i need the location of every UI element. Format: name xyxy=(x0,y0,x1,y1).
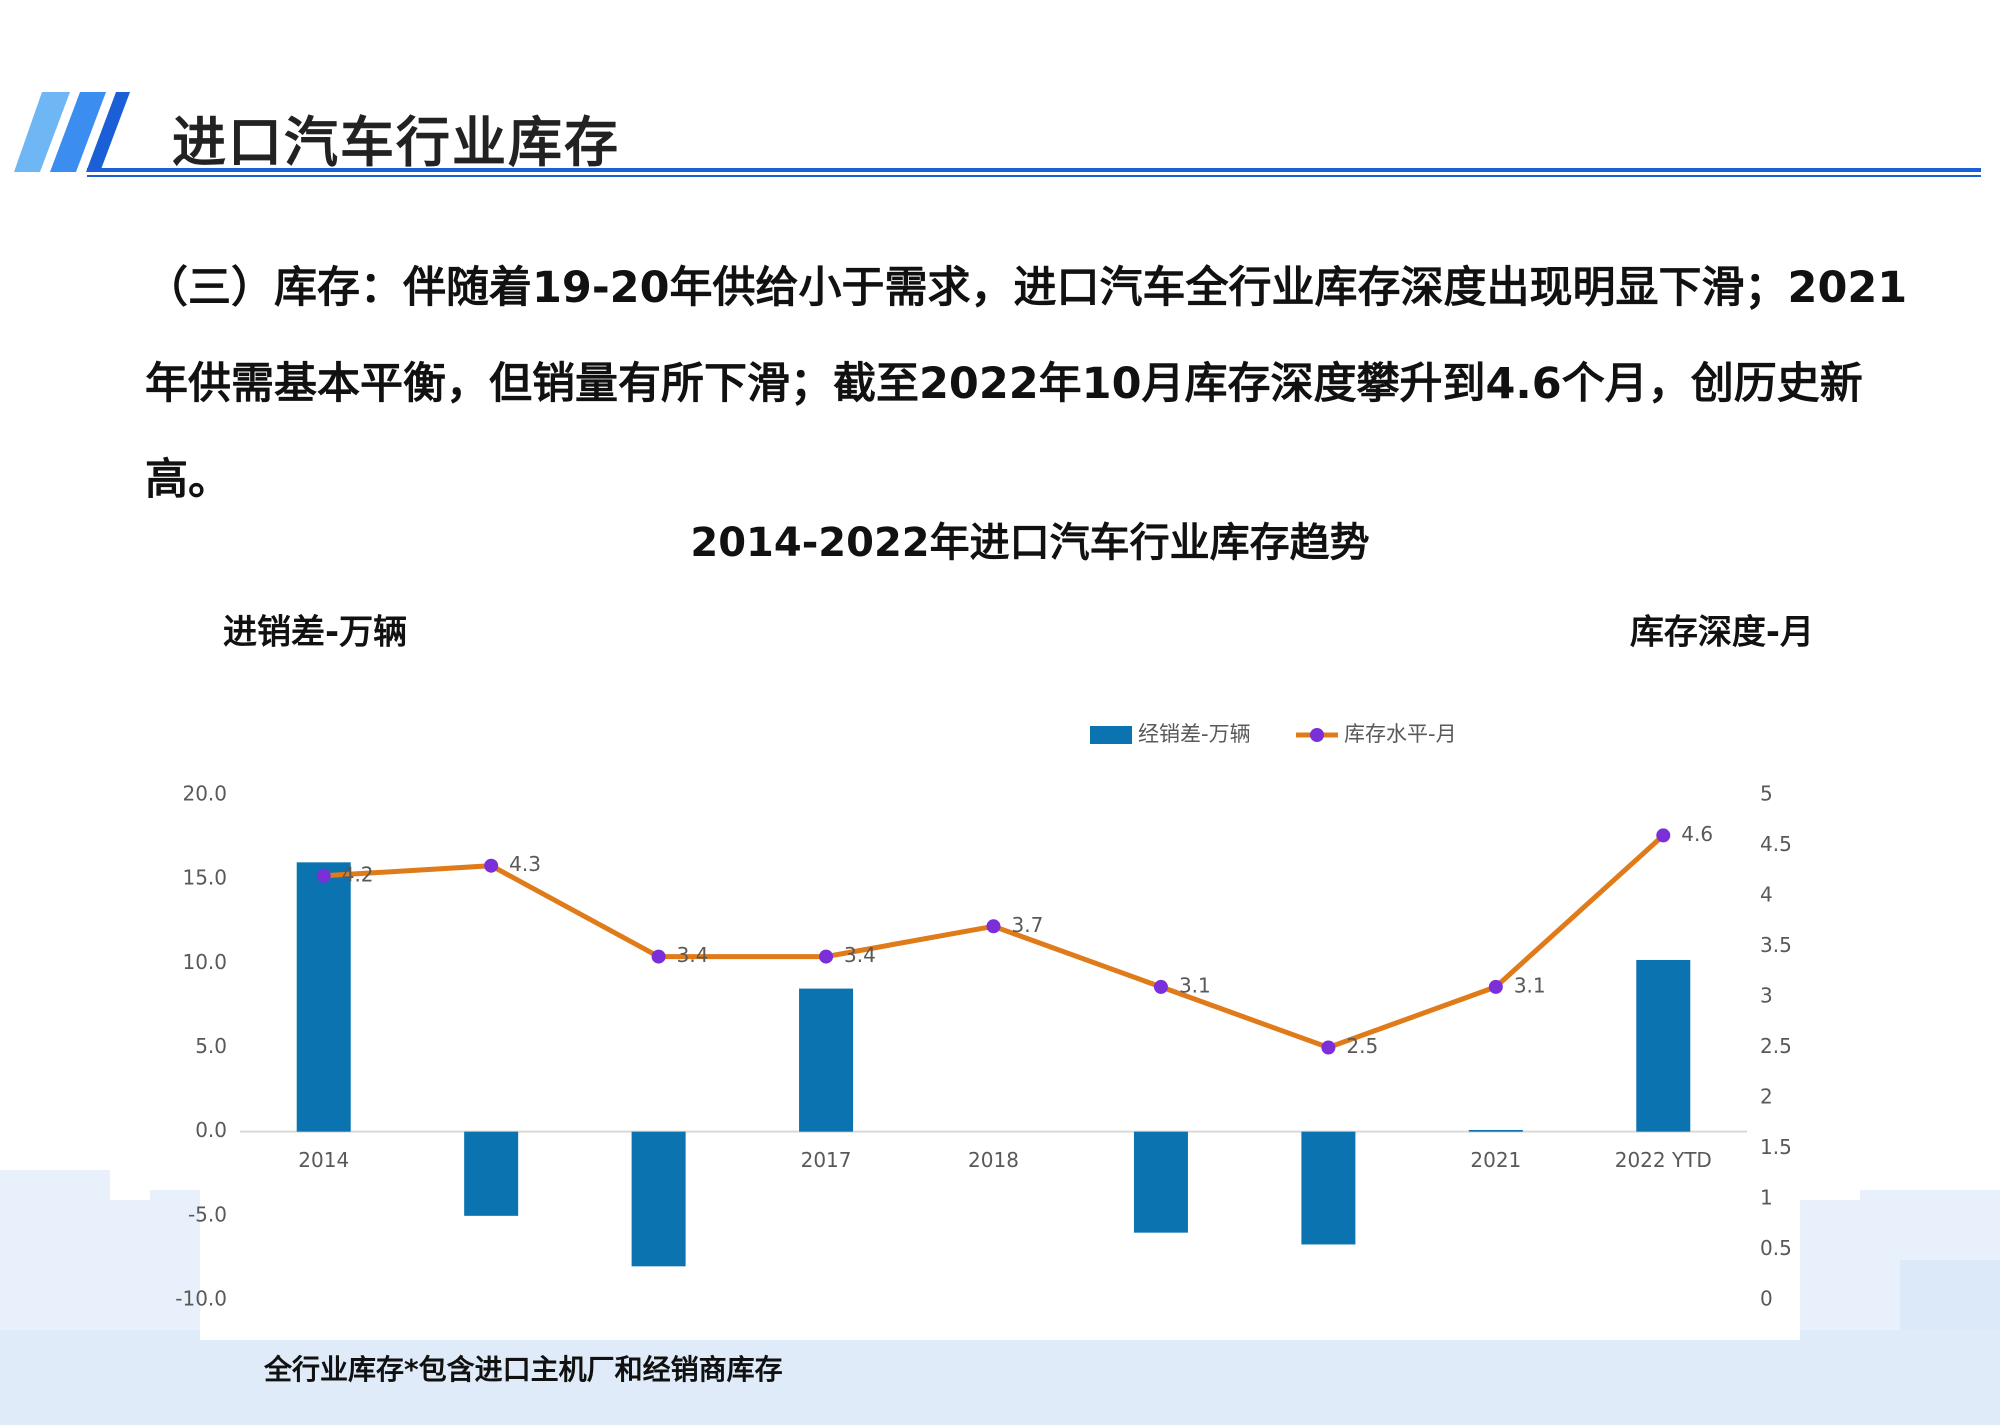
page-title: 进口汽车行业库存 xyxy=(172,111,620,174)
x-tick-label: 2014 xyxy=(298,1148,349,1172)
y2-tick-label: 3 xyxy=(1760,984,1773,1008)
marker xyxy=(651,949,666,964)
data-label: 3.1 xyxy=(1179,973,1211,997)
bar xyxy=(1301,1131,1356,1245)
bar xyxy=(799,988,854,1132)
bar xyxy=(464,1131,519,1216)
x-tick-label: 2022 YTD xyxy=(1615,1148,1712,1172)
marker xyxy=(1656,828,1671,843)
y2-tick-label: 0 xyxy=(1760,1287,1773,1311)
x-tick-label: 2021 xyxy=(1470,1148,1521,1172)
y-tick-label: -5.0 xyxy=(188,1202,227,1226)
y2-tick-label: 3.5 xyxy=(1760,933,1792,957)
y2-tick-label: 2.5 xyxy=(1760,1034,1792,1058)
x-tick-label: 2017 xyxy=(801,1148,852,1172)
marker xyxy=(316,868,331,883)
marker xyxy=(1321,1040,1336,1055)
bar xyxy=(1468,1129,1523,1132)
data-label: 4.2 xyxy=(342,862,374,886)
data-label: 3.4 xyxy=(677,943,709,967)
y2-axis-title: 库存深度-月 xyxy=(1630,613,1814,653)
x-tick-label: 2018 xyxy=(968,1148,1019,1172)
legend-label: 经销差-万辆 xyxy=(1138,722,1251,746)
y-tick-label: 15.0 xyxy=(182,866,227,890)
legend-label: 库存水平-月 xyxy=(1344,722,1457,746)
y2-tick-label: 0.5 xyxy=(1760,1236,1792,1260)
y-tick-label: 20.0 xyxy=(182,782,227,806)
data-label: 3.4 xyxy=(844,943,876,967)
marker xyxy=(986,919,1001,934)
data-label: 2.5 xyxy=(1346,1034,1378,1058)
bar xyxy=(1636,959,1691,1132)
plot-background xyxy=(200,760,1800,1340)
marker xyxy=(1488,979,1503,994)
y2-tick-label: 5 xyxy=(1760,782,1773,806)
y2-tick-label: 4.5 xyxy=(1760,832,1792,856)
y2-tick-label: 1.5 xyxy=(1760,1135,1792,1159)
marker xyxy=(1153,979,1168,994)
y2-tick-label: 4 xyxy=(1760,883,1773,907)
chart-title: 2014-2022年进口汽车行业库存趋势 xyxy=(690,520,1369,566)
body-text: （三）库存：伴随着19-20年供给小于需求，进口汽车全行业库存深度出现明显下滑；… xyxy=(145,263,1908,505)
data-label: 3.7 xyxy=(1012,913,1044,937)
legend-swatch xyxy=(1090,726,1132,744)
marker xyxy=(484,858,499,873)
bar xyxy=(1133,1131,1188,1233)
data-label: 3.1 xyxy=(1514,973,1546,997)
y2-tick-label: 1 xyxy=(1760,1186,1773,1210)
bar xyxy=(631,1131,686,1267)
marker xyxy=(819,949,834,964)
legend-marker xyxy=(1310,728,1324,742)
y-tick-label: -10.0 xyxy=(175,1287,227,1311)
y-tick-label: 10.0 xyxy=(182,950,227,974)
header-stripes xyxy=(14,92,1981,177)
y-tick-label: 0.0 xyxy=(195,1118,227,1142)
y-axis-title: 进销差-万辆 xyxy=(223,613,407,653)
footnote: 全行业库存*包含进口主机厂和经销商库存 xyxy=(264,1353,783,1386)
bar xyxy=(296,862,351,1132)
y2-tick-label: 2 xyxy=(1760,1085,1773,1109)
data-label: 4.6 xyxy=(1681,822,1713,846)
data-label: 4.3 xyxy=(509,852,541,876)
y-tick-label: 5.0 xyxy=(195,1034,227,1058)
